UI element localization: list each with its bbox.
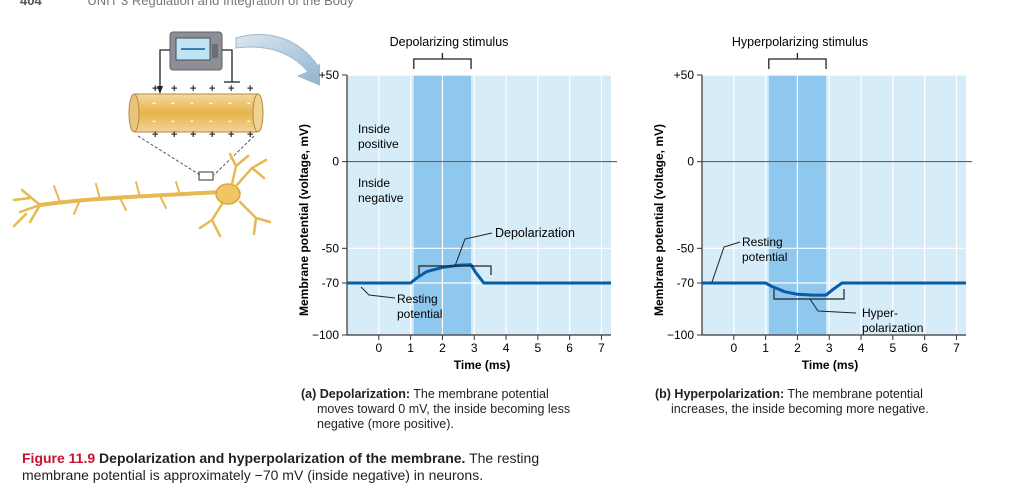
caption-a-line-1: The membrane potential: [413, 387, 549, 401]
stimulus-bracket: [414, 53, 471, 69]
y-tick-label: −100: [312, 328, 339, 342]
x-tick-label: 4: [858, 341, 865, 355]
y-tick-label: 0: [332, 155, 339, 169]
resting-label-2: potential: [742, 250, 787, 264]
minus-charge-icon: -: [152, 97, 156, 109]
minus-charge-icon: -: [152, 115, 156, 127]
x-tick-label: 5: [534, 341, 541, 355]
y-tick-label: -50: [677, 241, 695, 255]
y-tick-label: −100: [667, 328, 694, 342]
depolarization-label: Depolarization: [495, 226, 575, 240]
y-tick-label: 0: [687, 155, 694, 169]
electrode-wire-right: [222, 50, 240, 82]
electrode-wire-left: [160, 50, 170, 92]
stimulus-title: Hyperpolarizing stimulus: [732, 35, 868, 49]
hyperpolarization-label: Hyper-: [862, 306, 898, 320]
plus-charge-icon: +: [190, 83, 196, 95]
plus-charge-icon: +: [228, 129, 234, 141]
plus-charge-icon: +: [171, 83, 177, 95]
y-tick-label: -70: [677, 276, 695, 290]
plus-charge-icon: +: [152, 129, 158, 141]
x-tick-label: 7: [598, 341, 605, 355]
figure-text-1: The resting: [469, 450, 539, 466]
hyperpolarization-label-2: polarization: [862, 321, 923, 335]
caption-b: (b) Hyperpolarization: The membrane pote…: [655, 387, 985, 417]
y-tick-label: -70: [322, 276, 340, 290]
minus-charge-icon: -: [247, 115, 251, 127]
inside-negative-label-2: negative: [358, 191, 404, 205]
stimulus-title: Depolarizing stimulus: [390, 35, 509, 49]
neuron-illustration: + + + + + + - - - - - - - - - - - - + + + + + +: [0, 0, 320, 260]
x-tick-label: 2: [794, 341, 801, 355]
plus-charge-icon: +: [247, 83, 253, 95]
plus-charge-icon: +: [247, 129, 253, 141]
y-tick-label: -50: [322, 241, 340, 255]
caption-a-bold: (a) Depolarization:: [301, 387, 410, 401]
plot-area: [702, 75, 966, 335]
inside-negative-label: Inside: [358, 176, 390, 190]
minus-charge-icon: -: [247, 97, 251, 109]
x-tick-label: 1: [762, 341, 769, 355]
x-tick-label: 3: [826, 341, 833, 355]
figure-title: Depolarization and hyperpolarization of …: [99, 450, 465, 466]
x-tick-label: 6: [921, 341, 928, 355]
caption-a-line-2: moves toward 0 mV, the inside becoming l…: [301, 402, 570, 416]
minus-charge-icon: -: [209, 115, 213, 127]
resting-label: Resting: [742, 235, 783, 249]
inside-positive-label-2: positive: [358, 137, 399, 151]
x-tick-label: 4: [503, 341, 510, 355]
x-tick-label: 7: [953, 341, 960, 355]
axon-segment: + + + + + + - - - - - - - - - - - - + + + + + +: [129, 83, 263, 141]
plus-charge-icon: +: [152, 83, 158, 95]
figure-caption: Figure 11.9 Depolarization and hyperpola…: [22, 450, 632, 484]
minus-charge-icon: -: [190, 115, 194, 127]
minus-charge-icon: -: [228, 97, 232, 109]
caption-b-bold: (b) Hyperpolarization:: [655, 387, 784, 401]
minus-charge-icon: -: [171, 115, 175, 127]
x-axis-label: Time (ms): [802, 358, 858, 372]
x-tick-label: 0: [730, 341, 737, 355]
minus-charge-icon: -: [209, 97, 213, 109]
minus-charge-icon: -: [190, 97, 194, 109]
x-axis-label: Time (ms): [454, 358, 510, 372]
x-tick-label: 5: [889, 341, 896, 355]
minus-charge-icon: -: [228, 115, 232, 127]
caption-b-line-2: increases, the inside becoming more nega…: [655, 402, 929, 416]
plot-area: [347, 75, 611, 335]
plus-charge-icon: +: [190, 129, 196, 141]
depolarization-chart: Depolarizing stimulus +50 0 -50 -70 −100 0 1 2…: [285, 25, 635, 375]
resting-label: Resting: [397, 292, 438, 306]
minus-charge-icon: -: [171, 97, 175, 109]
plus-charge-icon: +: [209, 129, 215, 141]
stimulus-bracket: [769, 53, 826, 69]
inside-positive-label: Inside: [358, 122, 390, 136]
x-tick-label: 1: [407, 341, 414, 355]
resting-label-2: potential: [397, 307, 442, 321]
plus-charge-icon: +: [228, 83, 234, 95]
y-tick-label: +50: [674, 68, 695, 82]
x-tick-label: 2: [439, 341, 446, 355]
plus-charge-icon: +: [171, 129, 177, 141]
voltmeter-icon: [170, 32, 222, 70]
figure-text-2: membrane potential is approximately −70 …: [22, 467, 483, 483]
y-tick-label: +50: [319, 68, 340, 82]
caption-a: (a) Depolarization: The membrane potenti…: [301, 387, 631, 432]
caption-b-line-1: The membrane potential: [787, 387, 923, 401]
x-tick-label: 6: [566, 341, 573, 355]
plus-charge-icon: +: [209, 83, 215, 95]
x-tick-label: 0: [375, 341, 382, 355]
zoom-box: [199, 172, 213, 180]
x-tick-label: 3: [471, 341, 478, 355]
neuron-icon: [14, 154, 270, 236]
hyperpolarization-chart: Hyperpolarizing stimulus +500-50-70−100 …: [640, 25, 980, 375]
y-axis-label: Membrane potential (voltage, mV): [652, 124, 666, 316]
figure-label: Figure 11.9: [22, 450, 95, 466]
caption-a-line-3: negative (more positive).: [301, 417, 454, 431]
y-axis-label: Membrane potential (voltage, mV): [297, 124, 311, 316]
